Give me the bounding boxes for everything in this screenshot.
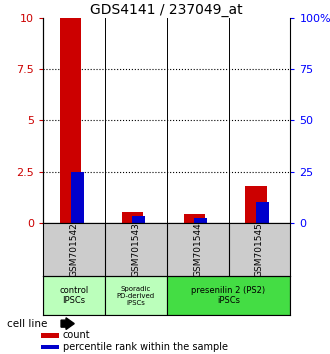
Bar — [105, 276, 167, 315]
Text: GSM701543: GSM701543 — [131, 222, 140, 277]
Bar — [167, 276, 290, 315]
Text: Sporadic
PD-derived
iPSCs: Sporadic PD-derived iPSCs — [116, 286, 155, 306]
Text: presenilin 2 (PS2)
iPSCs: presenilin 2 (PS2) iPSCs — [191, 286, 266, 305]
Bar — [183, 214, 205, 223]
Text: control
IPSCs: control IPSCs — [59, 286, 88, 305]
Bar — [41, 345, 59, 349]
Bar — [132, 216, 146, 223]
Bar — [194, 218, 207, 223]
Bar — [256, 202, 269, 223]
Bar — [122, 212, 143, 223]
Text: GSM701545: GSM701545 — [255, 222, 264, 277]
Bar — [43, 276, 105, 315]
Text: GSM701542: GSM701542 — [69, 222, 78, 277]
Text: count: count — [63, 330, 90, 340]
Title: GDS4141 / 237049_at: GDS4141 / 237049_at — [90, 3, 243, 17]
Bar — [246, 186, 267, 223]
Text: GSM701544: GSM701544 — [193, 222, 202, 277]
Bar — [41, 333, 59, 338]
Text: percentile rank within the sample: percentile rank within the sample — [63, 342, 228, 352]
Text: cell line: cell line — [7, 319, 47, 329]
Bar — [71, 172, 83, 223]
FancyArrow shape — [61, 318, 74, 330]
Bar — [60, 18, 82, 223]
